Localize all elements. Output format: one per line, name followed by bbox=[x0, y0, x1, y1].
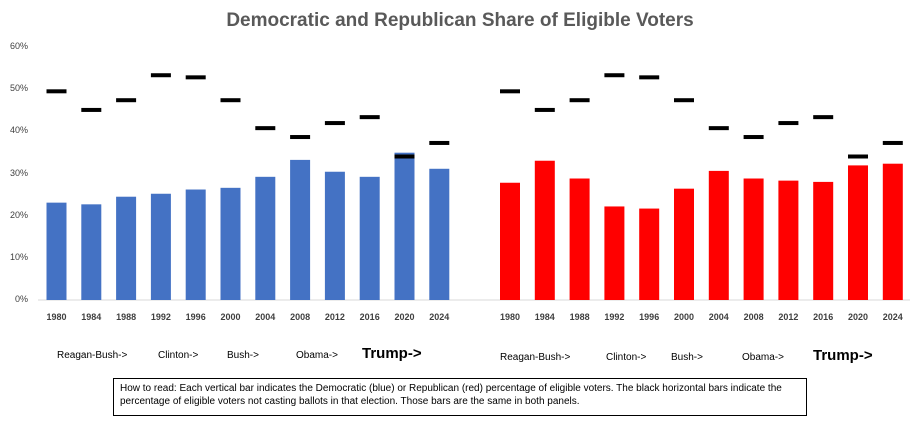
democratic-bar-2016 bbox=[359, 176, 380, 300]
x-tick-label: 2008 bbox=[290, 312, 310, 322]
nonvoter-marker-2008 bbox=[743, 135, 764, 140]
era-label: Obama-> bbox=[296, 350, 338, 361]
x-tick-label: 1984 bbox=[535, 312, 555, 322]
republican-bar-2012 bbox=[778, 180, 799, 300]
democratic-bar-1984 bbox=[81, 204, 102, 300]
democratic-bar-2008 bbox=[290, 159, 311, 300]
nonvoter-marker-1988 bbox=[116, 98, 137, 103]
democratic-bar-2012 bbox=[324, 171, 345, 300]
x-tick-label: 2000 bbox=[674, 312, 694, 322]
era-labels-right: Reagan-Bush-> Clinton-> Bush-> Obama-> T… bbox=[500, 347, 873, 364]
x-tick-label: 1980 bbox=[46, 312, 66, 322]
era-label: Clinton-> bbox=[158, 350, 198, 361]
era-label: Reagan-Bush-> bbox=[57, 350, 127, 361]
x-tick-label: 2004 bbox=[709, 312, 729, 322]
nonvoter-marker-1980 bbox=[46, 89, 67, 94]
nonvoter-marker-2012 bbox=[778, 121, 799, 126]
republican-bar-2000 bbox=[674, 188, 694, 300]
x-tick-label: 1996 bbox=[186, 312, 206, 322]
democratic-bar-2004 bbox=[255, 176, 276, 300]
x-tick-label: 2020 bbox=[394, 312, 414, 322]
democratic-bar-2000 bbox=[220, 187, 241, 300]
nonvoter-marker-2020 bbox=[848, 154, 868, 159]
x-tick-label: 1992 bbox=[151, 312, 171, 322]
x-tick-label: 1992 bbox=[604, 312, 624, 322]
y-tick-label: 0% bbox=[15, 294, 28, 304]
democratic-bar-1992 bbox=[150, 193, 171, 300]
republican-bar-2004 bbox=[708, 170, 729, 300]
republican-bar-1996 bbox=[639, 208, 660, 300]
republican-bar-1980 bbox=[500, 182, 520, 300]
nonvoter-marker-2020 bbox=[394, 154, 415, 159]
era-labels-left: Reagan-Bush-> Clinton-> Bush-> Obama-> T… bbox=[57, 345, 422, 362]
x-tick-label: 2024 bbox=[883, 312, 903, 322]
y-tick-label: 60% bbox=[10, 41, 28, 51]
democratic-bar-1996 bbox=[185, 189, 206, 300]
nonvoter-marker-1988 bbox=[569, 98, 590, 103]
x-tick-label: 2020 bbox=[848, 312, 868, 322]
democratic-bar-2020 bbox=[394, 152, 415, 300]
nonvoter-marker-2004 bbox=[708, 126, 729, 131]
chart-panels: 1980 1984 1988 1992 1996 2000 2004 2008 2012 2016… bbox=[46, 73, 903, 322]
nonvoter-marker-2024 bbox=[882, 140, 903, 145]
nonvoter-marker-1992 bbox=[150, 73, 171, 78]
republican-bar-1988 bbox=[569, 178, 590, 300]
x-tick-label: 1984 bbox=[81, 312, 101, 322]
republican-bar-2016 bbox=[813, 181, 834, 300]
x-tick-label: 2012 bbox=[325, 312, 345, 322]
nonvoter-marker-1996 bbox=[639, 75, 660, 80]
x-tick-label: 2004 bbox=[255, 312, 275, 322]
democratic-bar-1988 bbox=[116, 196, 137, 300]
how-to-read-note: How to read: Each vertical bar indicates… bbox=[113, 378, 807, 416]
era-label: Obama-> bbox=[742, 352, 784, 363]
republican-bar-1984 bbox=[534, 160, 555, 300]
x-tick-label: 1996 bbox=[639, 312, 659, 322]
nonvoter-marker-1996 bbox=[185, 75, 206, 80]
x-tick-label: 2000 bbox=[220, 312, 240, 322]
nonvoter-marker-2016 bbox=[813, 115, 834, 120]
republican-bar-2008 bbox=[743, 178, 764, 300]
nonvoter-marker-2012 bbox=[324, 121, 345, 126]
y-tick-label: 20% bbox=[10, 210, 28, 220]
y-tick-label: 40% bbox=[10, 125, 28, 135]
nonvoter-marker-2000 bbox=[674, 98, 694, 103]
democratic-bar-1980 bbox=[46, 202, 67, 300]
x-tick-label: 2012 bbox=[778, 312, 798, 322]
nonvoter-marker-2004 bbox=[255, 126, 276, 131]
nonvoter-marker-2024 bbox=[429, 140, 450, 145]
x-tick-label: 2024 bbox=[429, 312, 449, 322]
nonvoter-marker-1984 bbox=[534, 107, 555, 112]
nonvoter-marker-2016 bbox=[359, 115, 380, 120]
era-label-emphasis: Trump-> bbox=[362, 345, 422, 362]
republican-bar-1992 bbox=[604, 206, 625, 300]
y-tick-label: 10% bbox=[10, 252, 28, 262]
era-label: Clinton-> bbox=[606, 352, 646, 363]
x-tick-label: 2016 bbox=[360, 312, 380, 322]
era-label: Reagan-Bush-> bbox=[500, 352, 570, 363]
x-tick-label: 1980 bbox=[500, 312, 520, 322]
nonvoter-marker-2008 bbox=[290, 135, 311, 140]
nonvoter-marker-1984 bbox=[81, 107, 102, 112]
era-label-emphasis: Trump-> bbox=[813, 347, 873, 364]
nonvoter-marker-1992 bbox=[604, 73, 625, 78]
era-label: Bush-> bbox=[671, 352, 703, 363]
democratic-bar-2024 bbox=[429, 168, 450, 300]
x-tick-label: 2016 bbox=[813, 312, 833, 322]
nonvoter-marker-1980 bbox=[500, 89, 520, 94]
chart-title: Democratic and Republican Share of Eligi… bbox=[226, 10, 693, 31]
y-tick-label: 30% bbox=[10, 168, 28, 178]
nonvoter-marker-2000 bbox=[220, 98, 241, 103]
republican-bar-2020 bbox=[848, 165, 868, 300]
republican-bar-2024 bbox=[882, 163, 903, 300]
y-axis-ticks: 60% 50% 40% 30% 20% 10% 0% bbox=[10, 41, 28, 304]
era-label: Bush-> bbox=[227, 350, 259, 361]
x-tick-label: 2008 bbox=[744, 312, 764, 322]
x-tick-label: 1988 bbox=[570, 312, 590, 322]
x-tick-label: 1988 bbox=[116, 312, 136, 322]
y-tick-label: 50% bbox=[10, 83, 28, 93]
